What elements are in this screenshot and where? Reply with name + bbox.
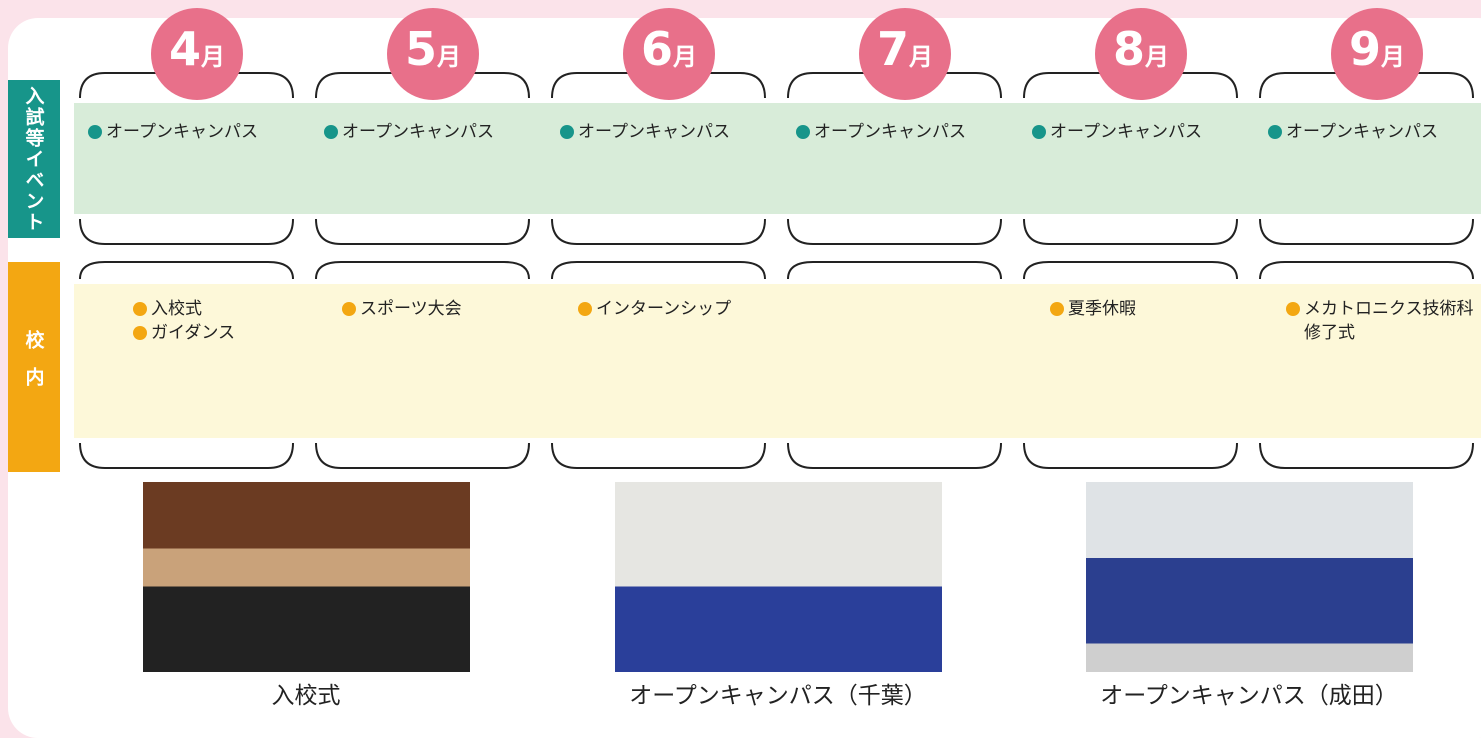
event-item: メカトロニクス技術科 修了式 (1286, 297, 1474, 345)
bullet (88, 125, 102, 139)
month-number: 8 (1112, 22, 1145, 76)
event-text: 入校式 (151, 299, 202, 319)
event-text: 修了式 (1304, 323, 1355, 343)
bracket (787, 218, 1002, 245)
bullet (1268, 125, 1282, 139)
event-text: オープンキャンパス (1286, 122, 1438, 142)
month-suffix: 月 (437, 43, 461, 71)
event-item: 夏季休暇 (1050, 297, 1136, 321)
bracket (551, 261, 766, 280)
bracket (315, 261, 530, 280)
bullet (578, 302, 592, 316)
event-item: オープンキャンパス (1268, 120, 1438, 144)
photo-caption: 入校式 (271, 683, 341, 709)
month-suffix: 月 (673, 43, 697, 71)
bracket (1259, 261, 1474, 280)
month-suffix: 月 (1381, 43, 1405, 71)
event-text: オープンキャンパス (1050, 122, 1202, 142)
event-text: オープンキャンパス (578, 122, 730, 142)
event-text: インターンシップ (596, 299, 732, 319)
event-text: オープンキャンパス (814, 122, 966, 142)
event-item: インターンシップ (578, 297, 732, 321)
event-text: メカトロニクス技術科 (1304, 299, 1474, 319)
month-number: 9 (1348, 22, 1381, 76)
bracket (1259, 442, 1474, 469)
month-number: 5 (404, 22, 437, 76)
events-tab: 入試等イベント (8, 80, 60, 238)
month-suffix: 月 (909, 43, 933, 71)
event-item: オープンキャンパス (560, 120, 730, 144)
event-item: スポーツ大会 (342, 297, 462, 321)
month-number: 6 (640, 22, 673, 76)
event-text: オープンキャンパス (106, 122, 258, 142)
event-item: オープンキャンパス (1032, 120, 1202, 144)
bullet (796, 125, 810, 139)
bullet (560, 125, 574, 139)
bracket (79, 218, 294, 245)
bracket (79, 442, 294, 469)
month-suffix: 月 (1145, 43, 1169, 71)
bracket (551, 218, 766, 245)
bracket (1023, 261, 1238, 280)
bullet (324, 125, 338, 139)
bullet (1032, 125, 1046, 139)
campus-tab: 校内 (8, 262, 60, 472)
bullet (1050, 302, 1064, 316)
bracket (551, 442, 766, 469)
bracket (315, 218, 530, 245)
bracket (1023, 218, 1238, 245)
event-item: ガイダンス (133, 321, 235, 345)
month-suffix: 月 (201, 43, 225, 71)
event-text: ガイダンス (151, 323, 235, 343)
event-item: オープンキャンパス (324, 120, 494, 144)
month-number: 4 (168, 22, 201, 76)
event-text: 夏季休暇 (1068, 299, 1136, 319)
event-item: 入校式 (133, 297, 202, 321)
campus-band (74, 284, 1481, 438)
event-text: オープンキャンパス (342, 122, 494, 142)
events-band (74, 103, 1481, 214)
photo-caption: オープンキャンパス（千葉） (629, 683, 927, 709)
event-item: オープンキャンパス (88, 120, 258, 144)
month-number: 7 (876, 22, 909, 76)
photo (1086, 482, 1413, 672)
bracket (315, 442, 530, 469)
bullet (342, 302, 356, 316)
bullet (133, 302, 147, 316)
event-item: オープンキャンパス (796, 120, 966, 144)
bracket (1023, 442, 1238, 469)
bracket (1259, 218, 1474, 245)
bracket (79, 261, 294, 280)
bracket (787, 261, 1002, 280)
photo-caption: オープンキャンパス（成田） (1100, 683, 1398, 709)
page: 入試等イベント 校内 4 月オープンキャンパス 入校式 ガイダンス 5 月オープンキャンパ… (8, 8, 1481, 738)
photo (615, 482, 942, 672)
event-text: スポーツ大会 (360, 299, 462, 319)
bullet (133, 326, 147, 340)
bracket (787, 442, 1002, 469)
bullet (1286, 302, 1300, 316)
photo (143, 482, 470, 672)
